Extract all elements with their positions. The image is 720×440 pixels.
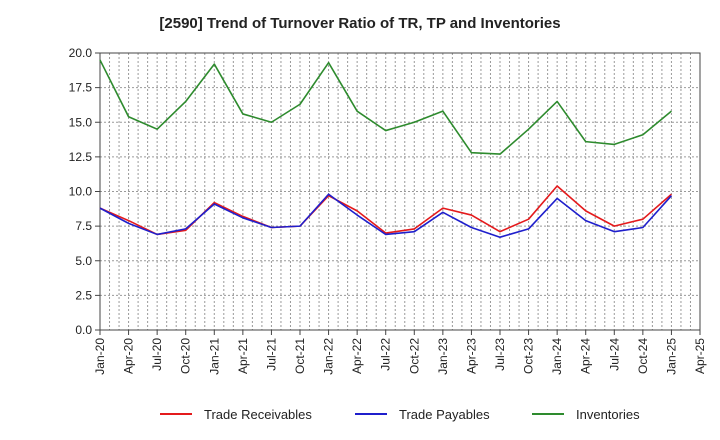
- x-tick-label: Jul-21: [264, 338, 278, 371]
- x-tick-label: Jan-25: [664, 338, 678, 375]
- y-axis-ticks: 0.0 2.5 5.0 7.5 10.0 12.5 15.0 17.5 20.0: [69, 46, 100, 337]
- x-tick-label: Oct-20: [179, 338, 193, 374]
- x-tick-label: Jul-24: [607, 338, 621, 371]
- x-tick-label: Jul-22: [379, 338, 393, 371]
- series-lines: [99, 59, 673, 238]
- x-tick-label: Oct-24: [636, 338, 650, 374]
- x-tick-label: Jul-23: [493, 338, 507, 371]
- y-tick-label: 7.5: [75, 219, 92, 233]
- legend-label: Trade Receivables: [204, 407, 312, 422]
- x-tick-label: Jan-24: [550, 338, 564, 375]
- x-tick-label: Oct-23: [522, 338, 536, 374]
- y-tick-label: 2.5: [75, 288, 92, 302]
- x-tick-label: Jan-21: [207, 338, 221, 375]
- x-tick-label: Oct-21: [293, 338, 307, 374]
- x-tick-label: Jan-20: [93, 338, 107, 375]
- x-tick-label: Jul-20: [150, 338, 164, 371]
- chart-title: [2590] Trend of Turnover Ratio of TR, TP…: [159, 15, 560, 32]
- x-tick-label: Apr-22: [350, 338, 364, 374]
- series-line-trade-payables: [99, 193, 673, 238]
- x-tick-label: Apr-23: [464, 338, 478, 374]
- y-tick-label: 5.0: [75, 254, 92, 268]
- x-tick-label: Jan-23: [436, 338, 450, 375]
- y-tick-label: 12.5: [69, 150, 93, 164]
- x-tick-label: Oct-22: [407, 338, 421, 374]
- x-tick-label: Apr-24: [579, 338, 593, 374]
- y-tick-label: 0.0: [75, 323, 92, 337]
- series-line-inventories: [99, 59, 672, 155]
- y-tick-label: 17.5: [69, 81, 93, 95]
- y-tick-label: 10.0: [69, 185, 93, 199]
- x-tick-label: Apr-21: [236, 338, 250, 374]
- y-tick-label: 20.0: [69, 46, 93, 60]
- legend: Trade Receivables Trade Payables Inventori…: [160, 407, 640, 422]
- x-axis-ticks: Jan-20 Apr-20 Jul-20 Oct-20 Jan-21 Apr-21 Jul-…: [93, 330, 707, 375]
- legend-label: Trade Payables: [399, 407, 490, 422]
- legend-label: Inventories: [576, 407, 640, 422]
- y-tick-label: 15.0: [69, 115, 93, 129]
- x-tick-label: Apr-20: [122, 338, 136, 374]
- x-tick-label: Apr-25: [693, 338, 707, 374]
- x-tick-label: Jan-22: [322, 338, 336, 375]
